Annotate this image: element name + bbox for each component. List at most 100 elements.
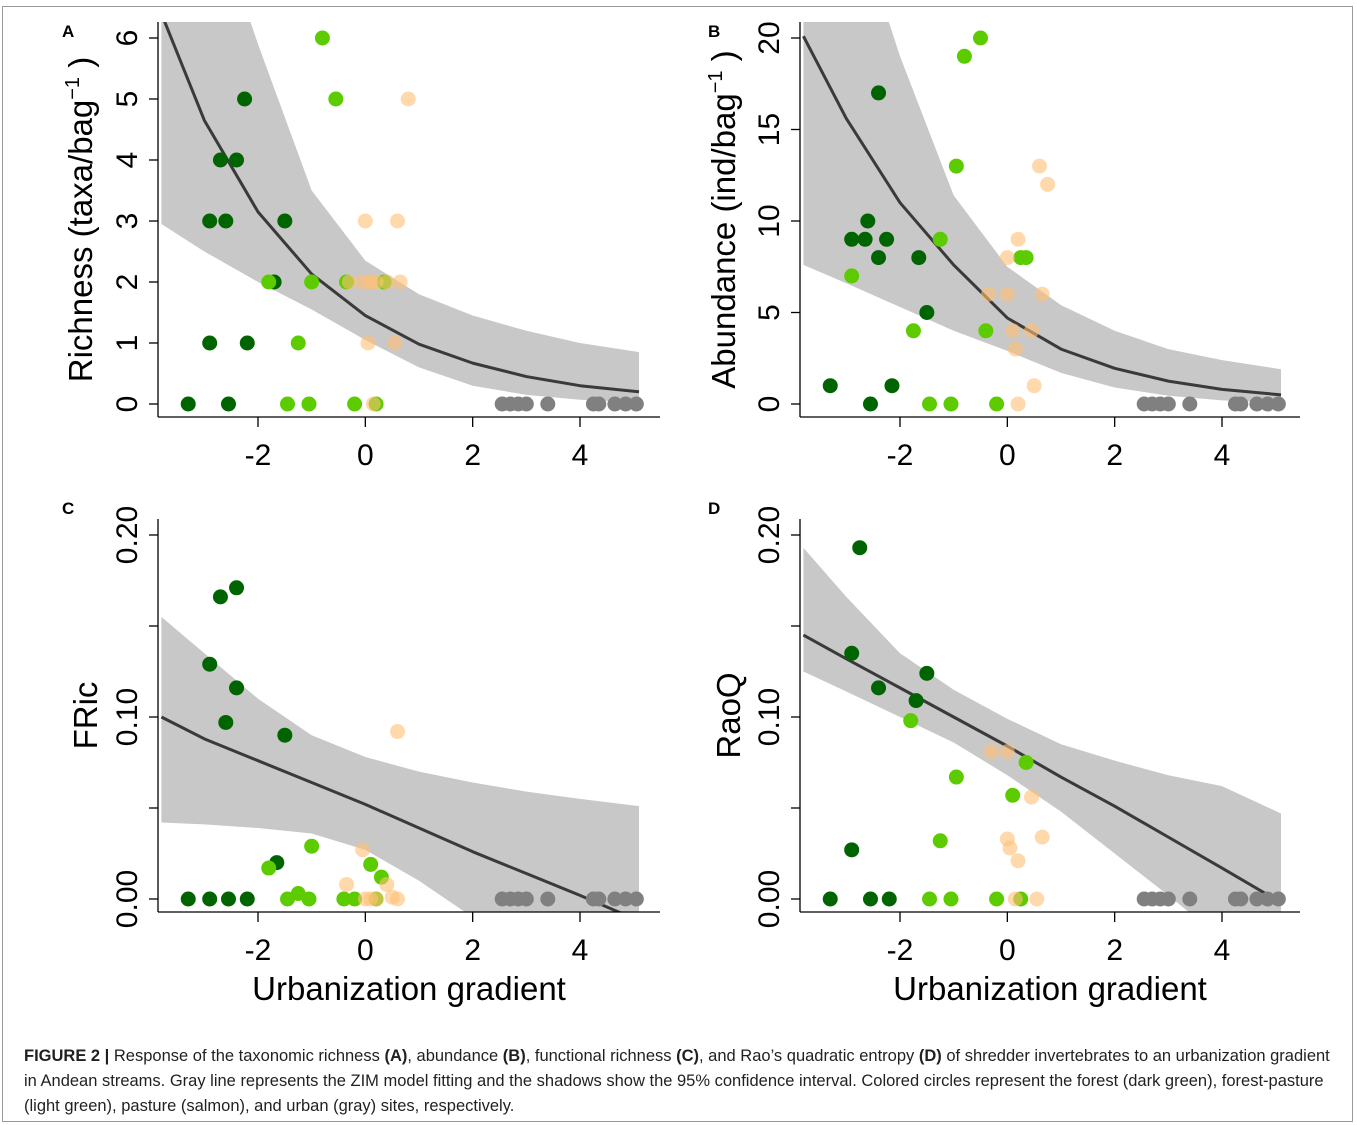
x-axis-title: Urbanization gradient [893,970,1207,1007]
data-point-pasture [1010,853,1026,869]
data-point-urban [1160,891,1176,907]
data-point-pasture [1026,378,1042,394]
data-point-urban [628,891,644,907]
data-point-forest [202,656,218,672]
data-point-forest-pasture [989,891,1005,907]
data-point-urban [1270,396,1286,412]
data-point-forest [180,891,196,907]
y-tick-label: 0 [753,396,786,413]
data-point-pasture [379,876,395,892]
x-tick-label: -2 [245,934,272,967]
data-point-forest-pasture [1018,755,1034,770]
data-point-pasture [1034,829,1050,845]
data-point-forest-pasture [989,396,1005,412]
data-point-pasture [1005,323,1021,339]
data-point-forest [862,891,878,907]
caption-text: , abundance [407,1047,503,1065]
x-tick-label: 4 [1214,439,1231,472]
data-point-urban [1260,891,1276,907]
x-tick-label: 4 [572,934,589,967]
data-point-forest [884,378,900,394]
data-point-forest [212,152,228,168]
data-point-forest [277,727,293,743]
data-point-urban [1160,396,1176,412]
panel-letter: B [708,22,720,41]
data-point-forest [229,152,245,168]
data-point-pasture [390,724,406,740]
data-point-forest [277,213,293,229]
x-tick-label: 0 [999,439,1016,472]
data-point-pasture [1023,323,1039,339]
data-point-pasture [999,744,1015,760]
data-point-pasture [379,274,395,290]
data-point-urban [1260,396,1276,412]
data-point-pasture [999,286,1015,302]
panel-D: -2 0 2 4 0.00 0.10 0.20 RaoQ Urbanization gradie… [708,499,1300,1007]
data-point-forest [871,85,887,101]
data-point-forest-pasture [943,396,959,412]
data-point-forest [218,714,234,730]
x-tick-label: 2 [1106,934,1123,967]
x-tick-label: -2 [245,439,272,472]
data-point-pasture [387,335,403,351]
data-point-forest-pasture [973,30,988,46]
data-point-forest-pasture [304,274,320,290]
data-point-pasture [999,250,1015,266]
data-point-pasture [368,891,384,907]
data-point-urban [628,396,644,412]
x-tick-label: -2 [887,934,914,967]
y-tick-label: 0.10 [111,688,144,746]
data-point-forest-pasture [844,268,860,284]
caption-label: FIGURE 2 | [24,1047,110,1065]
data-point-forest-pasture [978,323,994,339]
panel-B: -2 0 2 4 0 5 10 15 20 Abundance (ind/bag−1 ) B [705,21,1300,472]
data-point-forest [857,231,873,247]
data-point-forest [202,335,218,351]
panel-letter: A [62,22,74,41]
data-point-pasture [365,396,381,412]
data-point-pasture [341,274,357,290]
y-axis-title: Abundance (ind/bag−1 ) [705,50,742,388]
x-tick-label: 0 [357,934,374,967]
y-tick-label: 0.00 [111,870,144,928]
x-tick-label: 2 [1106,439,1123,472]
data-point-forest-pasture [903,713,919,729]
figure-2-plots: -2 0 2 4 0 1 2 3 4 5 6 Richness (taxa/bag−1 ) A -2 0 2 4… [62,21,1300,1007]
caption-panel-ref: (A) [384,1047,408,1065]
data-point-pasture [357,213,373,229]
caption-panel-ref: (C) [676,1047,700,1065]
figure-frame [2,6,1353,1122]
data-point-forest-pasture [301,396,317,412]
y-tick-label: 15 [753,113,786,146]
data-point-pasture [981,286,997,302]
data-point-forest [844,842,860,858]
data-point-urban [540,396,556,412]
data-point-forest [911,250,927,266]
caption-panel-ref: (D) [918,1047,942,1065]
data-point-forest [860,213,876,229]
data-point-forest-pasture [905,323,921,339]
data-point-forest-pasture [261,860,277,876]
data-point-pasture [1010,231,1026,247]
data-point-forest-pasture [943,891,959,907]
data-point-pasture [368,274,384,290]
data-point-forest [919,665,935,681]
y-tick-label: 20 [753,21,786,54]
fit-line [160,715,623,912]
data-point-urban [607,891,623,907]
data-point-forest [919,305,935,320]
y-tick-label: 0 [111,396,144,413]
data-point-forest-pasture [363,856,379,872]
data-point-forest-pasture [290,886,306,902]
data-point-pasture [360,335,376,351]
data-point-pasture [355,842,371,858]
data-point-forest [844,231,860,247]
data-point-pasture [1007,891,1023,907]
data-point-forest [862,396,878,412]
data-point-forest [871,680,887,696]
data-point-forest [881,891,897,907]
y-tick-label: 1 [111,335,144,352]
data-point-forest-pasture [304,838,320,854]
data-point-forest-pasture [314,30,330,46]
data-point-urban [1182,396,1198,412]
